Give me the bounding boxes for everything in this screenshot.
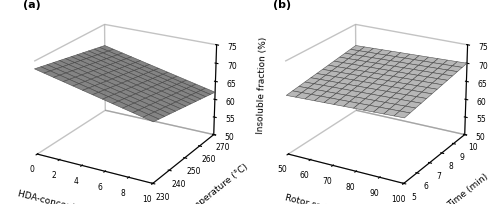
Y-axis label: Time (min): Time (min) — [446, 172, 490, 204]
X-axis label: HDA-concentration (wt%): HDA-concentration (wt%) — [17, 190, 131, 204]
Text: (a): (a) — [22, 0, 40, 10]
Y-axis label: Temperature (°C): Temperature (°C) — [184, 163, 250, 204]
X-axis label: Rotor speed (rpm): Rotor speed (rpm) — [284, 194, 366, 204]
Text: (b): (b) — [274, 0, 291, 10]
